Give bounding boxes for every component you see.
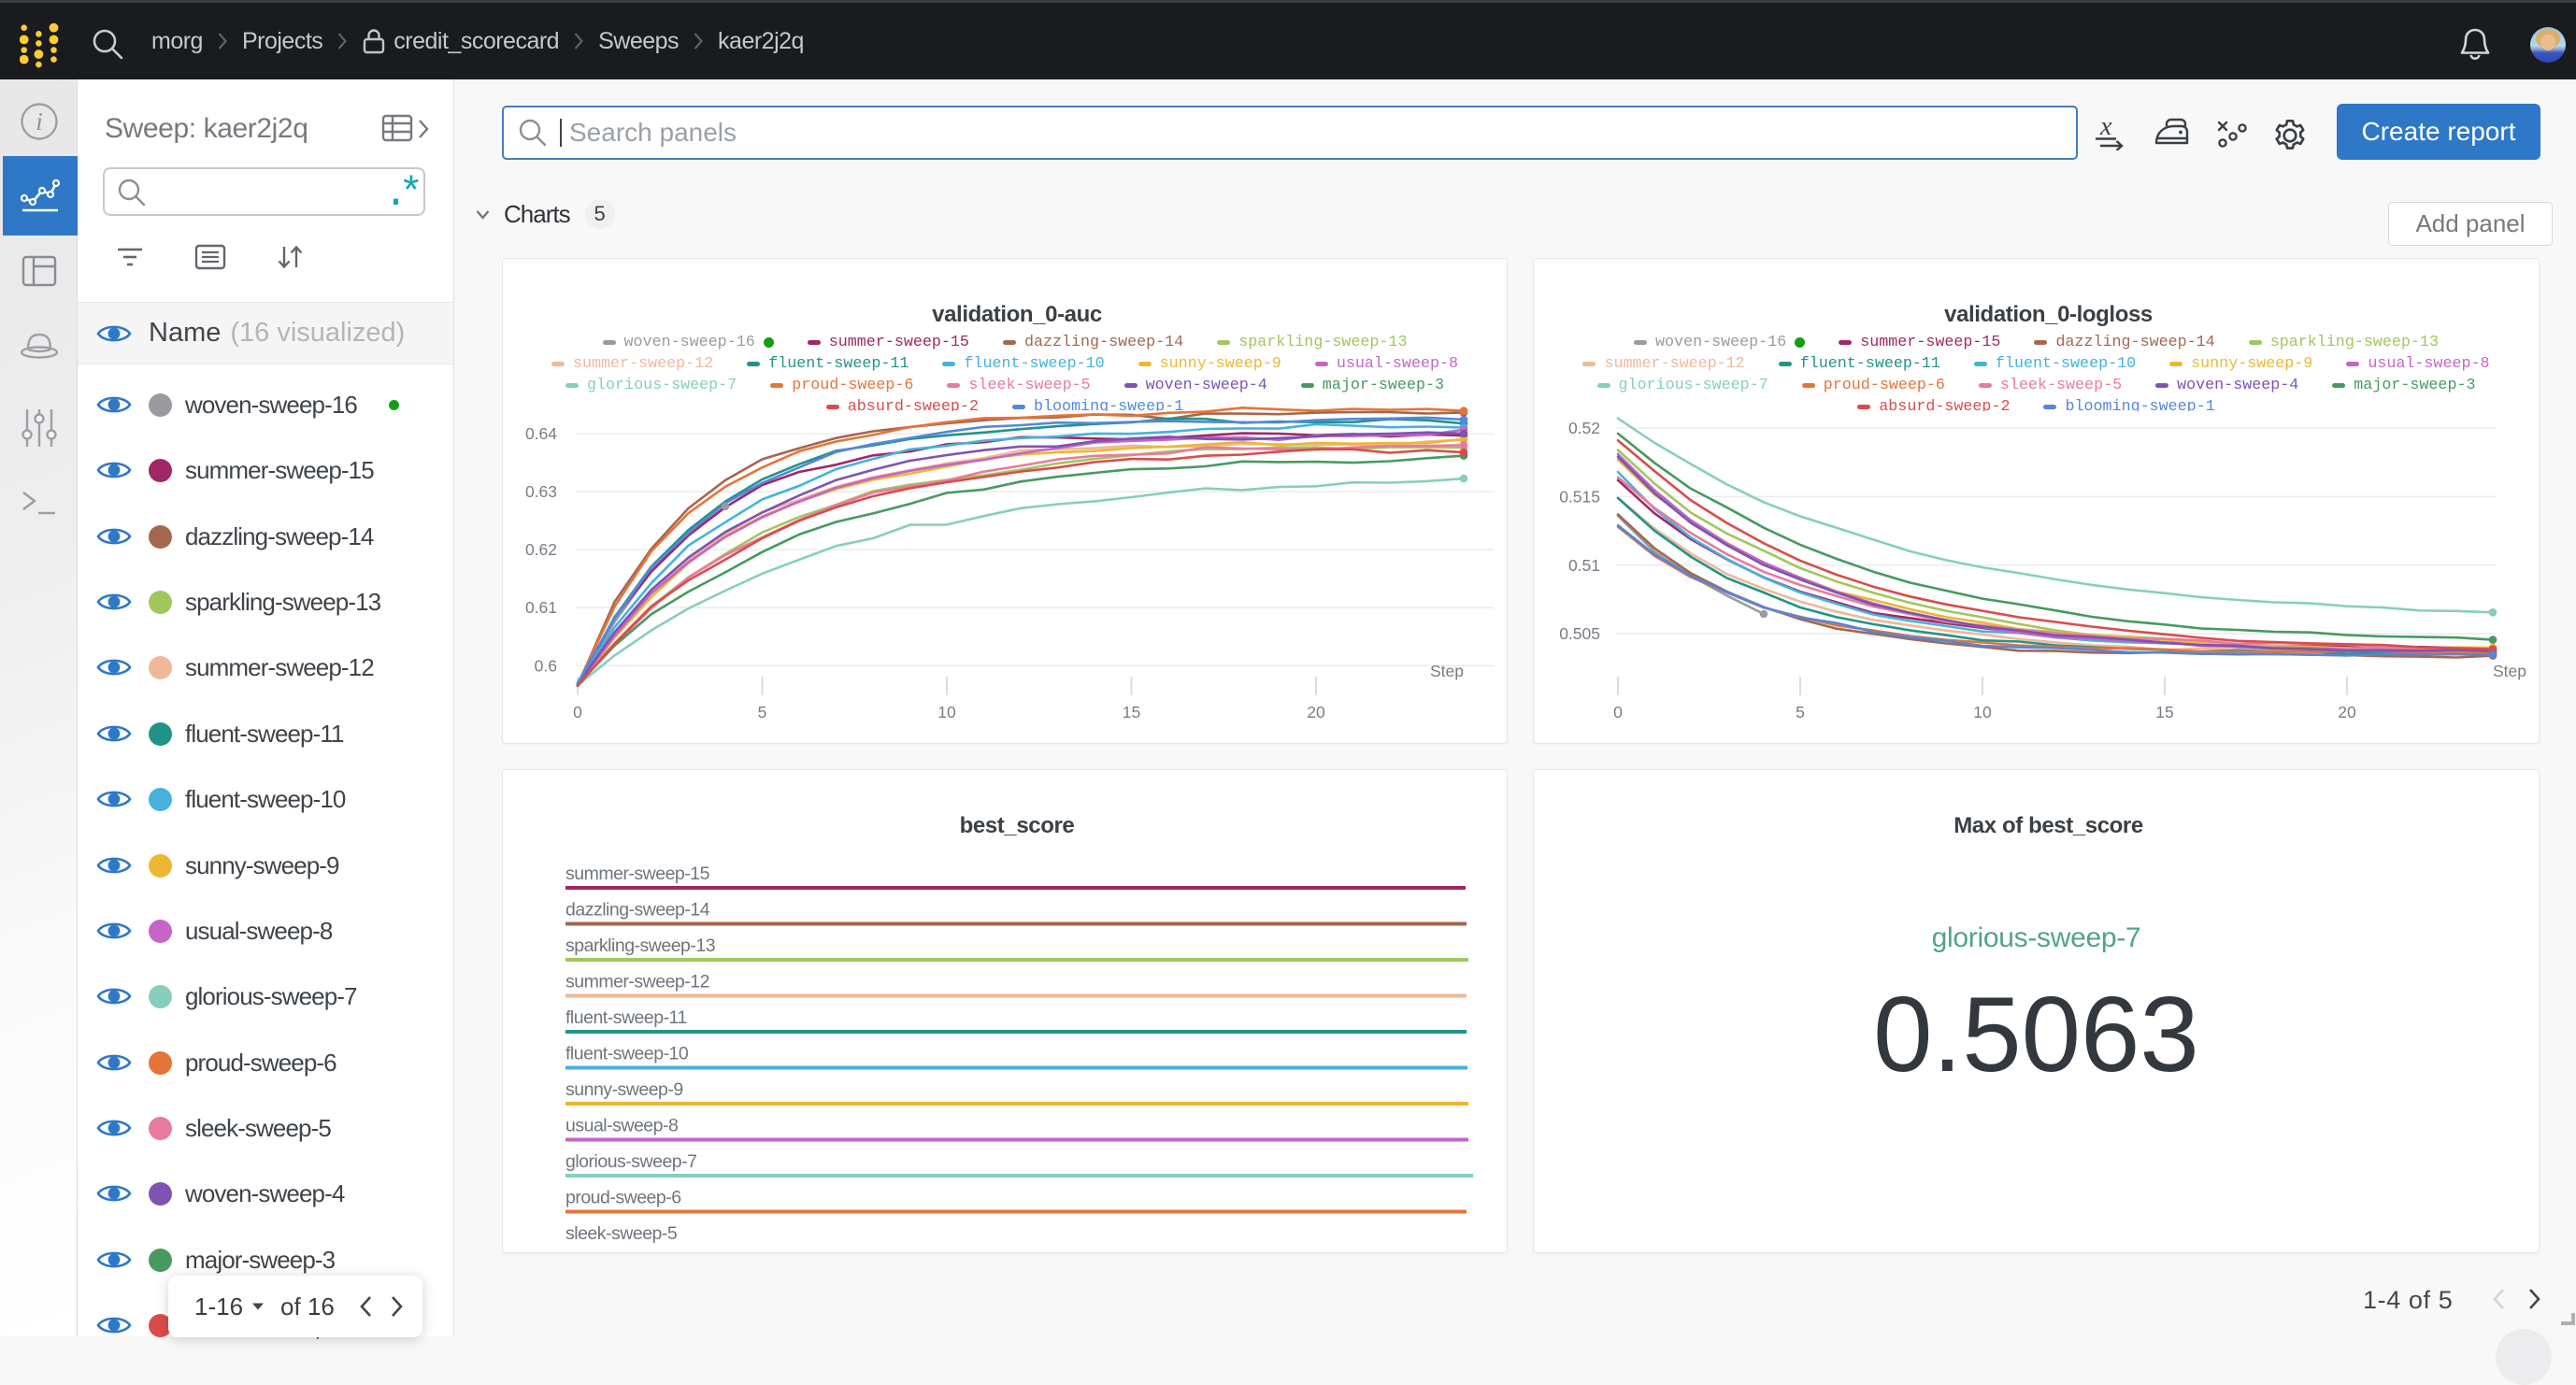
svg-text:0: 0 — [573, 703, 582, 721]
svg-text:proud-sweep-6: proud-sweep-6 — [565, 1188, 681, 1208]
svg-text:0.64: 0.64 — [525, 424, 557, 443]
svg-text:5: 5 — [1796, 703, 1805, 721]
svg-text:0.51: 0.51 — [1568, 556, 1600, 575]
svg-text:i: i — [36, 107, 43, 136]
svg-text:0.505: 0.505 — [1559, 624, 1600, 643]
svg-text:sunny-sweep-9: sunny-sweep-9 — [565, 1079, 683, 1100]
svg-text:10: 10 — [1973, 703, 1992, 721]
svg-text:sparkling-sweep-13: sparkling-sweep-13 — [565, 935, 715, 956]
svg-text:5: 5 — [758, 703, 767, 721]
svg-text:summer-sweep-12: summer-sweep-12 — [565, 972, 709, 992]
svg-text:20: 20 — [2338, 703, 2356, 721]
svg-text:dazzling-sweep-14: dazzling-sweep-14 — [565, 900, 710, 921]
svg-text:10: 10 — [937, 703, 956, 721]
svg-text:glorious-sweep-7: glorious-sweep-7 — [565, 1151, 697, 1172]
svg-text:0.63: 0.63 — [525, 482, 557, 501]
svg-text:0: 0 — [1613, 703, 1623, 721]
svg-text:15: 15 — [1123, 703, 1140, 721]
svg-text:fluent-sweep-11: fluent-sweep-11 — [565, 1007, 687, 1028]
svg-text:0.6: 0.6 — [535, 656, 557, 675]
svg-text:x: x — [2099, 117, 2112, 141]
svg-text:fluent-sweep-10: fluent-sweep-10 — [565, 1044, 689, 1064]
svg-text:usual-sweep-8: usual-sweep-8 — [565, 1116, 678, 1136]
svg-text:Step: Step — [2493, 662, 2526, 680]
svg-text:20: 20 — [1307, 703, 1325, 721]
svg-text:0.515: 0.515 — [1559, 487, 1600, 506]
svg-text:sleek-sweep-5: sleek-sweep-5 — [565, 1223, 678, 1244]
svg-text:0.52: 0.52 — [1568, 419, 1600, 437]
svg-text:summer-sweep-15: summer-sweep-15 — [565, 864, 710, 884]
svg-text:0.61: 0.61 — [525, 598, 557, 617]
svg-text:15: 15 — [2155, 703, 2173, 721]
svg-text:Step: Step — [1430, 662, 1464, 680]
svg-text:0.62: 0.62 — [525, 540, 557, 559]
